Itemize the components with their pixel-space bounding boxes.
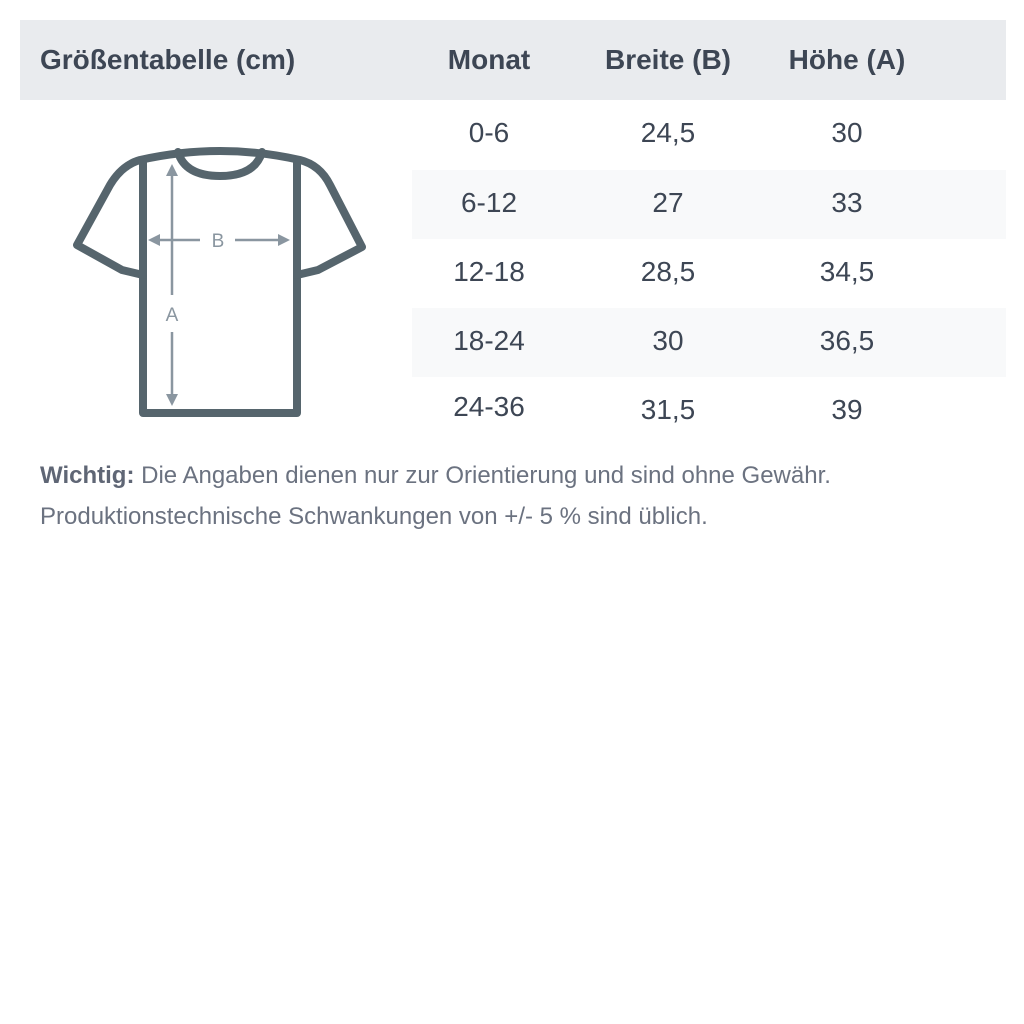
cell-hoehe: 30 — [831, 117, 863, 148]
table-row: 24-36 31,5 39 — [412, 377, 1006, 446]
column-header-breite: Breite (B) — [604, 44, 731, 75]
tshirt-outline-icon — [73, 147, 366, 417]
note-line1: Die Angaben dienen nur zur Orientierung … — [134, 462, 831, 489]
measurement-arrows-icon — [148, 164, 290, 406]
cell-breite: 27 — [652, 187, 684, 218]
table-row: 12-18 28,5 34,5 — [412, 239, 1006, 308]
table-row: 0-6 24,5 30 — [412, 100, 1006, 169]
table-header: Größentabelle (cm) Monat Breite (B) Höhe… — [20, 20, 1006, 100]
cell-hoehe: 39 — [831, 394, 863, 425]
note-label: Wichtig: — [40, 462, 135, 489]
table-row: 18-24 30 36,5 — [412, 308, 1006, 377]
cell-breite: 28,5 — [640, 256, 696, 287]
cell-breite: 30 — [652, 325, 684, 356]
cell-hoehe: 36,5 — [819, 325, 875, 356]
cell-monat: 18-24 — [453, 325, 525, 356]
disclaimer-note: Wichtig: Die Angaben dienen nur zur Orie… — [40, 455, 1000, 537]
table-row: 6-12 27 33 — [412, 170, 1006, 239]
label-b: B — [212, 231, 225, 252]
label-a: A — [166, 305, 179, 326]
column-header-monat: Monat — [447, 44, 531, 75]
cell-monat: 12-18 — [453, 256, 525, 287]
cell-hoehe: 34,5 — [819, 256, 875, 287]
cell-breite: 31,5 — [640, 394, 696, 425]
cell-breite: 24,5 — [640, 117, 696, 148]
cell-hoehe: 33 — [831, 187, 863, 218]
cell-monat: 6-12 — [460, 187, 518, 218]
column-header-hoehe: Höhe (A) — [788, 44, 906, 75]
note-line2: Produktionstechnische Schwankungen von +… — [40, 503, 708, 530]
table-title: Größentabelle (cm) — [40, 44, 296, 75]
cell-monat: 24-36 — [453, 391, 525, 422]
cell-monat: 0-6 — [468, 117, 510, 148]
